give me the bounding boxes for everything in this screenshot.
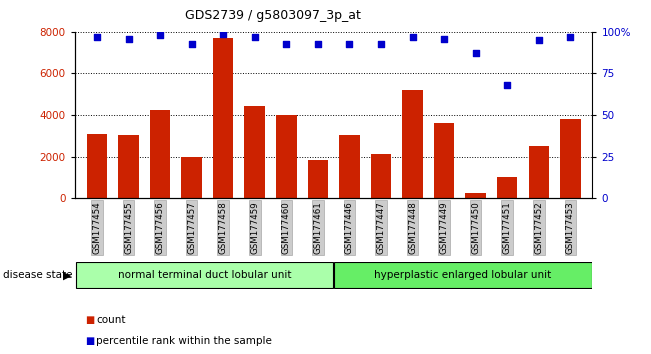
- Bar: [402, 90, 422, 198]
- Text: ▶: ▶: [62, 270, 71, 280]
- Bar: [276, 115, 297, 198]
- Text: GSM177456: GSM177456: [156, 201, 165, 254]
- Bar: [529, 146, 549, 198]
- Bar: [118, 135, 139, 198]
- Text: GSM177447: GSM177447: [376, 201, 385, 254]
- FancyBboxPatch shape: [334, 263, 592, 288]
- Bar: [339, 135, 359, 198]
- Point: [155, 32, 165, 38]
- Text: hyperplastic enlarged lobular unit: hyperplastic enlarged lobular unit: [374, 270, 551, 280]
- Point: [218, 31, 229, 36]
- Point: [123, 36, 133, 41]
- Point: [502, 82, 512, 88]
- Bar: [434, 124, 454, 198]
- Point: [344, 41, 355, 46]
- Text: percentile rank within the sample: percentile rank within the sample: [96, 336, 272, 346]
- Text: GSM177448: GSM177448: [408, 201, 417, 254]
- Point: [312, 41, 323, 46]
- Point: [186, 41, 197, 46]
- Point: [249, 34, 260, 40]
- Text: GSM177452: GSM177452: [534, 201, 544, 254]
- Bar: [497, 177, 518, 198]
- Bar: [370, 154, 391, 198]
- Bar: [560, 119, 581, 198]
- Text: GSM177449: GSM177449: [439, 201, 449, 254]
- Bar: [213, 38, 234, 198]
- Text: disease state: disease state: [3, 270, 73, 280]
- Bar: [308, 160, 328, 198]
- Text: GSM177460: GSM177460: [282, 201, 291, 254]
- Point: [439, 36, 449, 41]
- Text: normal terminal duct lobular unit: normal terminal duct lobular unit: [117, 270, 291, 280]
- Bar: [182, 156, 202, 198]
- Text: GDS2739 / g5803097_3p_at: GDS2739 / g5803097_3p_at: [186, 9, 361, 22]
- Text: GSM177458: GSM177458: [219, 201, 228, 254]
- Bar: [245, 106, 265, 198]
- Point: [534, 37, 544, 43]
- Point: [408, 34, 418, 40]
- Text: ■: ■: [85, 336, 94, 346]
- Point: [92, 34, 102, 40]
- Text: ■: ■: [85, 315, 94, 325]
- Text: GSM177455: GSM177455: [124, 201, 133, 254]
- Point: [565, 34, 575, 40]
- Text: GSM177461: GSM177461: [313, 201, 322, 254]
- Text: GSM177459: GSM177459: [250, 201, 259, 254]
- Bar: [87, 134, 107, 198]
- Text: GSM177451: GSM177451: [503, 201, 512, 254]
- Text: GSM177446: GSM177446: [345, 201, 354, 254]
- Point: [376, 41, 386, 46]
- Point: [471, 51, 481, 56]
- Text: GSM177453: GSM177453: [566, 201, 575, 254]
- FancyBboxPatch shape: [76, 263, 333, 288]
- Text: GSM177457: GSM177457: [187, 201, 196, 254]
- Point: [281, 41, 292, 46]
- Bar: [465, 193, 486, 198]
- Bar: [150, 110, 171, 198]
- Text: GSM177454: GSM177454: [92, 201, 102, 254]
- Text: GSM177450: GSM177450: [471, 201, 480, 254]
- Text: count: count: [96, 315, 126, 325]
